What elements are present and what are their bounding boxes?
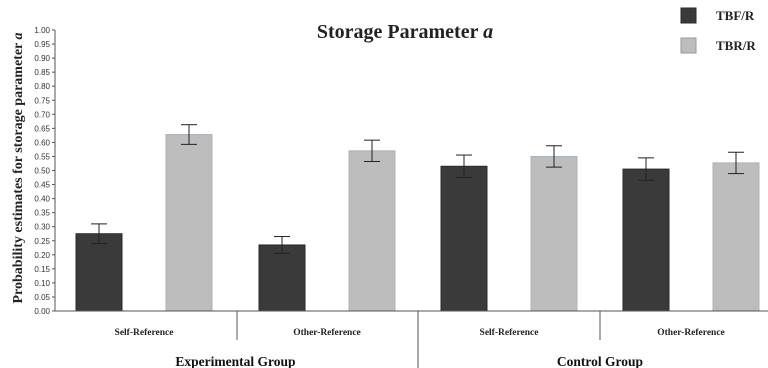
group-label: Experimental Group xyxy=(175,354,295,368)
bar xyxy=(622,168,670,312)
bar xyxy=(75,233,123,312)
y-tick-label: 0.30 xyxy=(34,223,50,232)
y-axis: 0.00 0.05 0.10 0.15 0.20 0.25 0.30 0.35 0.40 0.45… xyxy=(34,26,56,316)
chart-title-param: a xyxy=(483,21,493,43)
y-tick-label: 0.25 xyxy=(34,237,50,246)
bar xyxy=(258,244,306,312)
x-axis: Self-Reference Other-Reference Self-Refere… xyxy=(55,310,768,368)
bar xyxy=(165,134,213,312)
y-tick-label: 0.10 xyxy=(34,279,50,288)
chart-title: Storage Parameter a xyxy=(317,21,493,43)
category-label: Self-Reference xyxy=(115,328,174,338)
y-tick-label: 0.35 xyxy=(34,209,50,218)
y-axis-label: Probability estimates for storage parame… xyxy=(11,33,26,304)
group-label: Control Group xyxy=(557,354,643,368)
category-label: Self-Reference xyxy=(480,328,539,338)
y-tick-label: 0.75 xyxy=(34,96,50,105)
y-tick-label: 0.20 xyxy=(34,251,50,260)
y-tick-label: 0.45 xyxy=(34,181,50,190)
y-tick-label: 0.00 xyxy=(34,307,50,316)
category-label: Other-Reference xyxy=(293,328,361,338)
bar xyxy=(712,162,760,312)
bar xyxy=(530,155,578,312)
y-tick-label: 0.95 xyxy=(34,40,50,49)
legend-swatch xyxy=(680,7,697,24)
legend-label: TBF/R xyxy=(716,8,755,23)
y-tick-label: 0.90 xyxy=(34,54,50,63)
category-label: Other-Reference xyxy=(657,328,725,338)
y-tick-label: 0.85 xyxy=(34,68,50,77)
bars xyxy=(75,124,760,312)
y-tick-label: 0.60 xyxy=(34,138,50,147)
y-tick-label: 0.55 xyxy=(34,152,50,161)
y-tick-label: 0.80 xyxy=(34,82,50,91)
y-axis-label-param: a xyxy=(11,33,26,40)
bar xyxy=(440,165,488,312)
y-tick-label: 0.40 xyxy=(34,195,50,204)
legend-swatch xyxy=(680,37,697,54)
y-tick-label: 0.50 xyxy=(34,167,50,176)
bar xyxy=(348,150,396,312)
y-tick-label: 0.65 xyxy=(34,124,50,133)
legend-label: TBR/R xyxy=(716,38,756,53)
y-tick-label: 0.05 xyxy=(34,293,50,302)
legend: TBF/R TBR/R xyxy=(680,7,756,54)
y-tick-label: 0.70 xyxy=(34,110,50,119)
y-tick-label: 1.00 xyxy=(34,26,50,35)
y-tick-label: 0.15 xyxy=(34,265,50,274)
